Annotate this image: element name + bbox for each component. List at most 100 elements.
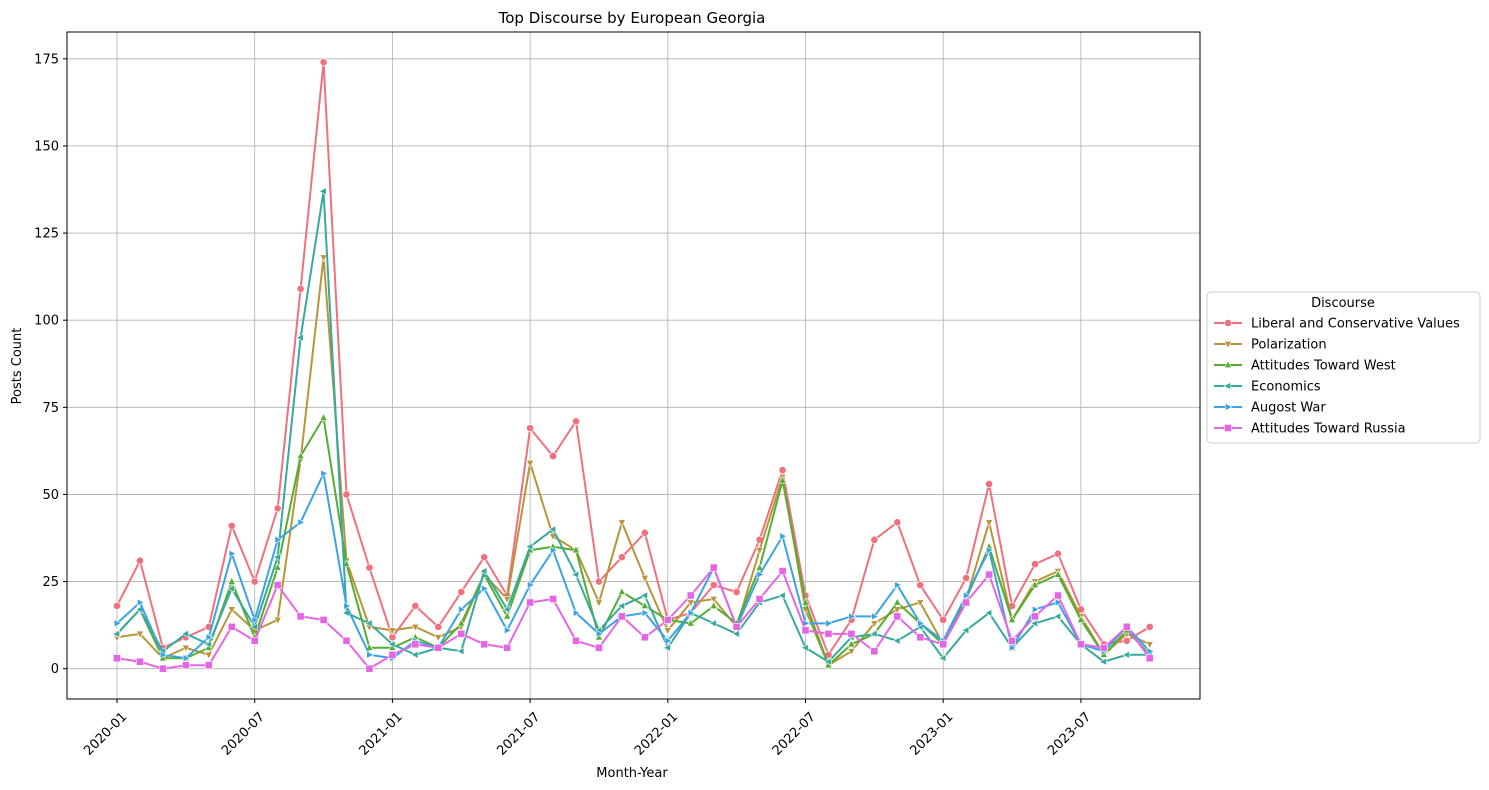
data-point-attitudes-toward-west xyxy=(296,451,305,460)
data-point-polarization xyxy=(916,599,925,608)
data-point-polarization xyxy=(411,623,420,632)
data-point-liberal-and-conservative-values xyxy=(1054,549,1062,558)
data-point-augost-war xyxy=(687,608,696,618)
data-point-attitudes-toward-west xyxy=(755,562,764,571)
data-point-augost-war xyxy=(205,633,214,642)
data-point-attitudes-toward-russia xyxy=(595,643,603,652)
data-point-augost-war xyxy=(343,601,352,611)
data-point-liberal-and-conservative-values xyxy=(411,602,420,610)
data-point-attitudes-toward-russia xyxy=(778,567,787,576)
legend-box xyxy=(1206,291,1481,444)
data-point-economics xyxy=(961,626,970,635)
data-point-liberal-and-conservative-values xyxy=(732,588,741,596)
data-point-augost-war xyxy=(917,619,926,628)
legend-marker-attitudes-toward-russia xyxy=(1224,424,1232,432)
data-point-attitudes-toward-west xyxy=(1007,615,1017,623)
data-point-augost-war xyxy=(527,580,535,590)
data-point-attitudes-toward-russia xyxy=(939,640,948,649)
data-point-attitudes-toward-russia xyxy=(732,622,741,631)
series-attitudes-toward-west xyxy=(112,412,1154,669)
y-tick-label: 0 xyxy=(51,662,59,677)
data-point-attitudes-toward-west xyxy=(1030,580,1040,589)
data-point-polarization xyxy=(847,648,856,657)
data-point-liberal-and-conservative-values xyxy=(1145,622,1154,631)
data-point-attitudes-toward-russia xyxy=(457,629,466,638)
data-point-attitudes-toward-west xyxy=(686,618,695,627)
data-point-attitudes-toward-russia xyxy=(962,598,971,607)
data-point-economics xyxy=(1053,612,1061,621)
legend-marker-augost-war xyxy=(1225,402,1233,412)
data-point-economics xyxy=(249,622,258,631)
data-point-liberal-and-conservative-values xyxy=(457,588,466,596)
x-axis-label: Month-Year xyxy=(596,766,668,781)
data-point-polarization xyxy=(204,651,213,660)
data-point-liberal-and-conservative-values xyxy=(962,574,971,582)
legend-label-augost-war: Augost War xyxy=(1251,401,1326,416)
data-point-attitudes-toward-west xyxy=(893,597,902,606)
data-point-augost-war xyxy=(963,591,971,600)
data-point-liberal-and-conservative-values xyxy=(434,622,443,631)
x-tick-label: 2020-07 xyxy=(219,710,268,759)
data-point-attitudes-toward-russia xyxy=(985,570,993,579)
data-point-liberal-and-conservative-values xyxy=(136,556,144,565)
x-tick-label: 2023-07 xyxy=(1045,710,1094,759)
y-tick-label: 150 xyxy=(34,139,59,154)
data-point-augost-war xyxy=(320,469,329,478)
data-point-attitudes-toward-russia xyxy=(572,636,580,645)
data-point-liberal-and-conservative-values xyxy=(640,528,649,537)
data-point-attitudes-toward-russia xyxy=(801,626,810,635)
data-point-attitudes-toward-russia xyxy=(434,643,443,652)
series-line-polarization xyxy=(116,256,1151,667)
data-point-attitudes-toward-russia xyxy=(617,612,626,621)
data-point-economics xyxy=(479,567,488,576)
data-point-polarization xyxy=(1145,641,1154,650)
data-point-polarization xyxy=(548,533,558,542)
data-point-augost-war xyxy=(159,650,168,659)
data-point-polarization xyxy=(755,547,764,555)
y-tick-label: 175 xyxy=(34,52,59,67)
data-point-attitudes-toward-russia xyxy=(1031,612,1039,621)
data-point-attitudes-toward-russia xyxy=(342,636,351,645)
data-point-liberal-and-conservative-values xyxy=(526,424,534,433)
y-tick-label: 125 xyxy=(34,227,59,242)
data-point-attitudes-toward-russia xyxy=(503,643,512,652)
data-point-economics xyxy=(640,591,648,600)
data-point-augost-war xyxy=(1009,643,1017,652)
data-point-polarization xyxy=(686,599,695,608)
x-tick-label: 2021-01 xyxy=(357,710,406,759)
data-point-attitudes-toward-russia xyxy=(365,664,374,673)
x-tick-label: 2023-01 xyxy=(907,710,956,759)
data-point-attitudes-toward-russia xyxy=(709,563,718,572)
data-point-attitudes-toward-west xyxy=(503,611,512,620)
data-point-attitudes-toward-russia xyxy=(663,615,672,624)
data-point-economics xyxy=(777,591,786,600)
data-point-attitudes-toward-russia xyxy=(1145,654,1154,663)
data-point-polarization xyxy=(870,620,879,629)
data-point-economics xyxy=(571,570,580,579)
data-point-polarization xyxy=(709,595,718,604)
grid-layer xyxy=(67,32,1200,699)
y-tick-label: 75 xyxy=(42,401,59,416)
data-point-economics xyxy=(984,608,993,618)
data-point-economics xyxy=(617,601,625,611)
data-point-augost-war xyxy=(595,629,604,638)
data-point-liberal-and-conservative-values xyxy=(985,480,993,488)
data-point-attitudes-toward-russia xyxy=(319,615,328,624)
data-point-attitudes-toward-russia xyxy=(847,629,856,638)
data-point-economics xyxy=(364,619,373,628)
data-point-economics xyxy=(823,657,832,666)
legend-label-liberal-and-conservative-values: Liberal and Conservative Values xyxy=(1251,317,1460,332)
data-point-augost-war xyxy=(664,636,673,645)
data-point-attitudes-toward-russia xyxy=(1008,636,1016,645)
data-point-polarization xyxy=(388,627,397,636)
series-line-economics xyxy=(116,190,1150,663)
data-point-liberal-and-conservative-values xyxy=(939,615,948,624)
data-point-attitudes-toward-russia xyxy=(1054,591,1062,600)
data-point-liberal-and-conservative-values xyxy=(618,553,626,562)
data-point-liberal-and-conservative-values xyxy=(250,577,259,586)
data-point-liberal-and-conservative-values xyxy=(296,284,305,293)
data-point-liberal-and-conservative-values xyxy=(227,521,236,530)
data-point-polarization xyxy=(135,630,145,639)
data-point-attitudes-toward-russia xyxy=(640,633,649,642)
data-point-economics xyxy=(708,619,717,628)
